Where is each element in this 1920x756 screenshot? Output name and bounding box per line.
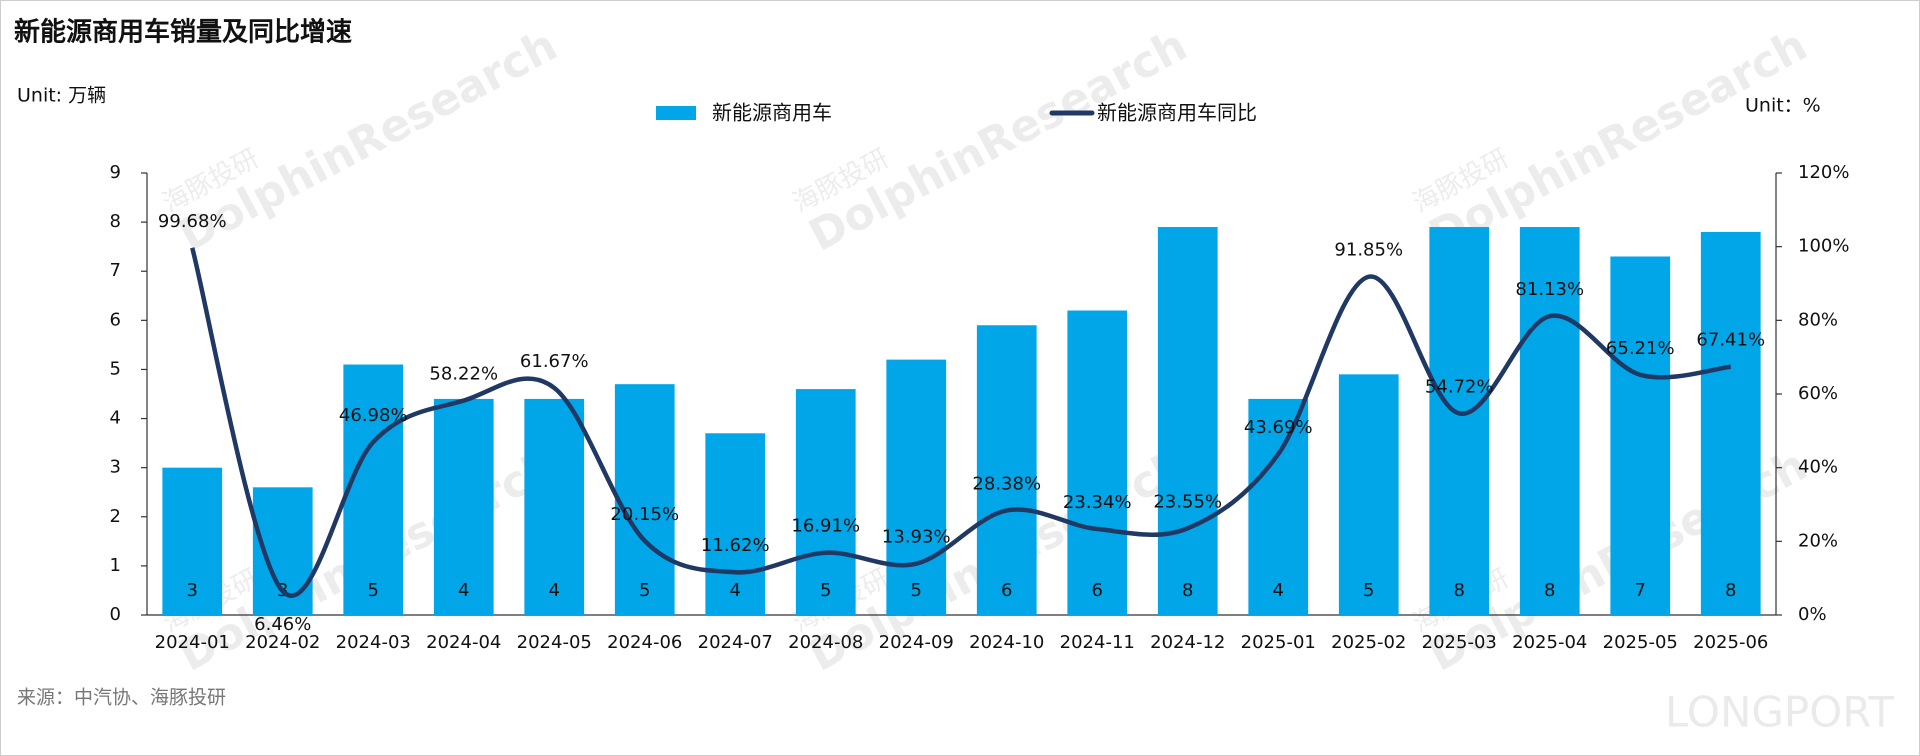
y2-tick-label: 80% (1798, 309, 1838, 330)
bar-value-label: 4 (730, 580, 741, 601)
x-tick-label: 2025-02 (1331, 632, 1406, 653)
line-value-label: 43.69% (1244, 417, 1313, 438)
line-value-label: 13.93% (882, 527, 951, 548)
y2-tick-label: 0% (1798, 604, 1827, 625)
x-tick-label: 2024-05 (517, 632, 592, 653)
bar (524, 398, 585, 615)
x-tick-label: 2024-10 (969, 632, 1044, 653)
y-tick-label: 3 (110, 457, 121, 478)
x-tick-label: 2025-01 (1241, 632, 1316, 653)
bar-value-label: 5 (820, 580, 831, 601)
x-tick-label: 2024-01 (155, 632, 230, 653)
bar-value-label: 4 (458, 580, 469, 601)
legend-swatch (656, 106, 696, 120)
y-tick-label: 8 (110, 211, 121, 232)
chart-title: 新能源商用车销量及同比增速 (14, 17, 352, 48)
line-value-label: 81.13% (1515, 279, 1584, 300)
bar (1248, 398, 1309, 615)
y-tick-label: 7 (110, 260, 121, 281)
y-tick-label: 9 (110, 162, 121, 183)
y-tick-label: 4 (110, 408, 121, 429)
x-tick-label: 2024-11 (1060, 632, 1135, 653)
line-value-label: 65.21% (1606, 338, 1675, 359)
bar-value-label: 8 (1182, 580, 1193, 601)
bar (433, 398, 494, 615)
x-tick-label: 2024-04 (426, 632, 501, 653)
line-value-label: 91.85% (1334, 240, 1403, 261)
x-tick-label: 2024-06 (607, 632, 682, 653)
line-value-label: 46.98% (339, 405, 408, 426)
bar-value-label: 4 (549, 580, 560, 601)
bar-value-label: 5 (911, 580, 922, 601)
bar (795, 389, 856, 615)
line (190, 247, 1732, 598)
y-tick-label: 6 (110, 309, 121, 330)
bar (1519, 227, 1580, 615)
bar-value-label: 3 (187, 580, 198, 601)
bar-value-label: 5 (368, 580, 379, 601)
bar (343, 364, 404, 615)
y2-tick-label: 120% (1798, 162, 1849, 183)
bar (1067, 310, 1128, 615)
x-tick-label: 2024-09 (879, 632, 954, 653)
line-value-label: 11.62% (701, 535, 770, 556)
bar-value-label: 8 (1454, 580, 1465, 601)
x-tick-label: 2025-04 (1512, 632, 1587, 653)
line-value-label: 99.68% (158, 211, 227, 232)
line-value-label: 23.34% (1063, 492, 1132, 513)
bar (1700, 231, 1761, 615)
watermark: LONGPORT (1665, 688, 1894, 737)
bar (1429, 227, 1490, 615)
y2-axis-label: Unit：% (1745, 95, 1821, 117)
bar-value-label: 5 (1363, 580, 1374, 601)
bar (1157, 227, 1218, 615)
line-value-label: 54.72% (1425, 376, 1494, 397)
line-value-label: 61.67% (520, 351, 589, 372)
bar (1338, 374, 1399, 615)
x-tick-label: 2024-08 (788, 632, 863, 653)
x-tick-label: 2025-06 (1693, 632, 1768, 653)
bar (1610, 256, 1671, 615)
bar (162, 467, 223, 615)
bar-value-label: 8 (1544, 580, 1555, 601)
x-tick-label: 2024-03 (336, 632, 411, 653)
x-tick-label: 2025-05 (1603, 632, 1678, 653)
y-tick-label: 1 (110, 555, 121, 576)
y2-tick-label: 60% (1798, 383, 1838, 404)
line-value-label: 28.38% (972, 473, 1041, 494)
bar-value-label: 6 (1092, 580, 1103, 601)
y2-tick-label: 40% (1798, 457, 1838, 478)
bar-value-label: 5 (639, 580, 650, 601)
y2-tick-label: 100% (1798, 236, 1849, 257)
y-tick-label: 0 (110, 604, 121, 625)
y2-tick-label: 20% (1798, 530, 1838, 551)
bar (886, 359, 947, 615)
bar-value-label: 7 (1635, 580, 1646, 601)
bar (976, 325, 1037, 615)
line-value-label: 6.46% (254, 614, 311, 635)
y-axis-label: Unit: 万辆 (17, 85, 106, 107)
x-tick-label: 2024-12 (1150, 632, 1225, 653)
bar (705, 433, 766, 615)
legend-label: 新能源商用车同比 (1097, 101, 1257, 125)
x-tick-label: 2024-02 (245, 632, 320, 653)
line-value-label: 58.22% (429, 364, 498, 385)
line-value-label: 20.15% (610, 504, 679, 525)
x-tick-label: 2024-07 (698, 632, 773, 653)
line-value-label: 16.91% (791, 516, 860, 537)
y-tick-label: 5 (110, 358, 121, 379)
bar-value-label: 4 (1273, 580, 1284, 601)
y-tick-label: 2 (110, 506, 121, 527)
line-value-label: 67.41% (1696, 330, 1765, 351)
legend-label: 新能源商用车 (712, 101, 832, 125)
line-value-label: 23.55% (1153, 491, 1222, 512)
bar (614, 384, 675, 615)
x-tick-label: 2025-03 (1422, 632, 1497, 653)
bar-value-label: 8 (1725, 580, 1736, 601)
source: 来源：中汽协、海豚投研 (17, 687, 226, 709)
bar-value-label: 6 (1001, 580, 1012, 601)
